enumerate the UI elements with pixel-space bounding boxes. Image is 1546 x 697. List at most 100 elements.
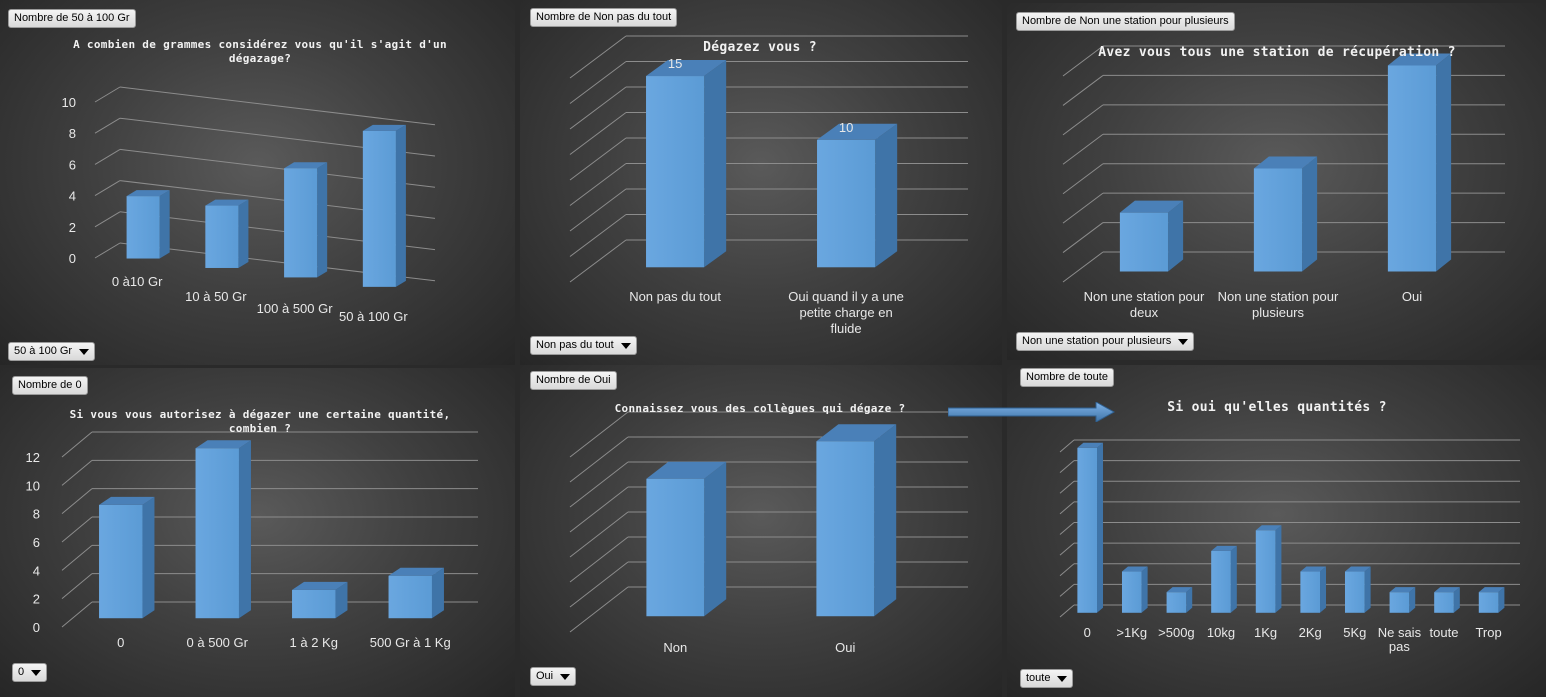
x-tick-label: >1Kg <box>1116 625 1147 640</box>
gridline-depth <box>61 431 93 458</box>
gridline-depth <box>1062 104 1104 136</box>
gridline-depth <box>61 544 93 571</box>
bar-top <box>1121 566 1148 572</box>
bar <box>1211 550 1231 613</box>
gridline-depth <box>94 117 121 134</box>
bar <box>362 130 396 287</box>
bar-top <box>292 581 348 590</box>
pivot-field-tag[interactable]: Nombre de 50 à 100 Gr <box>8 9 136 28</box>
bar-top <box>284 162 328 169</box>
x-tick-label: 1Kg <box>1254 625 1277 640</box>
bar-side <box>1364 566 1371 613</box>
bar-side <box>704 60 727 268</box>
gridline-depth <box>1062 251 1104 283</box>
bar <box>816 441 875 617</box>
category-filter-dropdown[interactable]: 0 <box>12 663 48 682</box>
bar <box>1253 168 1303 272</box>
gridline-depth <box>569 112 627 155</box>
gridline-depth <box>61 573 93 600</box>
chart-authorized-quantity: 0 2 4 6 8 10 12 0 0 à 500 Gr 1 à 2 Kg 500 Gr à 1 K… <box>26 431 478 650</box>
pivot-field-tag[interactable]: Nombre de 0 <box>12 376 88 395</box>
gridline-depth <box>569 586 629 633</box>
category-filter-dropdown[interactable]: Non une station pour plusieurs <box>1016 332 1195 351</box>
bar-top <box>388 567 444 576</box>
chart-title: Dégazez vous ? <box>703 40 817 55</box>
x-tick-label: 1 à 2 Kg <box>290 635 338 650</box>
category-filter-dropdown[interactable]: 50 à 100 Gr <box>8 342 96 361</box>
y-tick-label: 10 <box>26 478 40 493</box>
pivot-field-tag[interactable]: Nombre de Non une station pour plusieurs <box>1016 12 1235 31</box>
pivot-field-tag[interactable]: Nombre de toute <box>1020 368 1114 387</box>
bar-top <box>1119 200 1184 213</box>
bar-top <box>1077 442 1104 448</box>
y-tick-label: 2 <box>69 220 76 235</box>
gridline-depth <box>1059 439 1075 453</box>
gridline-depth <box>94 211 121 228</box>
x-tick-label: plusieurs <box>1252 305 1305 320</box>
x-tick-label: Non <box>663 640 687 655</box>
bar <box>205 205 239 268</box>
bar-top <box>1253 156 1318 169</box>
gridline-depth <box>1062 45 1104 77</box>
chart-colleagues: 02468101214NonOui <box>569 411 968 655</box>
gridline-depth <box>1059 460 1075 474</box>
bar <box>99 504 143 619</box>
bar-side <box>238 199 249 268</box>
y-tick-label: 0 <box>33 620 40 635</box>
pivot-field-tag[interactable]: Nombre de Non pas du tout <box>530 8 678 27</box>
bar-top <box>646 461 727 479</box>
x-tick-label: fluide <box>831 321 862 336</box>
x-tick-label: 10kg <box>1207 625 1235 640</box>
right-arrow-icon <box>948 402 1116 422</box>
bar-top <box>1387 53 1452 66</box>
bar-side <box>1320 566 1327 613</box>
bar-top <box>1478 587 1505 593</box>
y-tick-label: 4 <box>33 563 40 578</box>
bar-side <box>875 123 898 268</box>
bar <box>1255 530 1276 613</box>
gridline-depth <box>1062 192 1104 224</box>
x-tick-label: Ne sais <box>1378 625 1422 640</box>
x-tick-label: 500 Gr à 1 Kg <box>370 635 451 650</box>
gridline-depth <box>569 61 627 104</box>
gridline-depth <box>569 461 629 508</box>
bar <box>292 589 336 619</box>
category-filter-dropdown[interactable]: Oui <box>530 667 577 686</box>
gridline-depth <box>1059 501 1075 515</box>
y-tick-label: 8 <box>33 507 40 522</box>
y-tick-label: 4 <box>69 189 76 204</box>
bar-side <box>159 190 170 259</box>
gridline-depth <box>569 511 629 558</box>
x-tick-label: Non pas du tout <box>629 289 721 304</box>
gridline-depth <box>94 86 121 103</box>
bar-side <box>1186 587 1193 613</box>
x-tick-label: 0 <box>117 635 124 650</box>
bar-side <box>1168 200 1184 272</box>
gridline-depth <box>61 601 93 628</box>
bar-side <box>1141 566 1148 613</box>
y-tick-label: 6 <box>33 535 40 550</box>
x-tick-label: Oui quand il y a une <box>788 289 904 304</box>
gridline-depth <box>569 436 629 483</box>
chevron-down-icon <box>31 670 42 676</box>
category-filter-dropdown[interactable]: Non pas du tout <box>530 336 637 355</box>
bar-top <box>1211 545 1237 551</box>
bar-side <box>335 581 348 619</box>
bar-top <box>205 199 249 206</box>
gridline-depth <box>569 188 627 232</box>
pivot-field-tag[interactable]: Nombre de Oui <box>530 371 617 390</box>
bar-side <box>1409 587 1416 613</box>
bar-top <box>1166 587 1193 593</box>
category-filter-dropdown[interactable]: toute <box>1020 669 1074 688</box>
gridline <box>119 86 436 126</box>
chart-title: Si vous vous autorisez à dégazer une cer… <box>69 408 451 435</box>
y-tick-label: 2 <box>33 592 40 607</box>
x-tick-label: Oui <box>1402 289 1422 304</box>
gridline-depth <box>61 459 93 486</box>
bar <box>1389 592 1410 613</box>
gridline-depth <box>61 488 93 515</box>
gridline-depth <box>569 163 627 206</box>
bar-top <box>817 123 898 140</box>
bar <box>1387 65 1437 272</box>
gridline-depth <box>569 411 629 458</box>
